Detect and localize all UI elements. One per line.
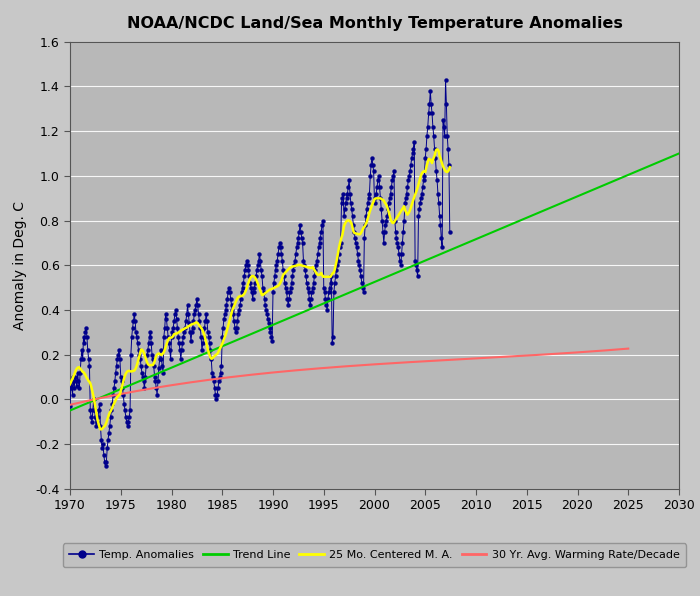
Legend: Temp. Anomalies, Trend Line, 25 Mo. Centered M. A., 30 Yr. Avg. Warming Rate/Dec: Temp. Anomalies, Trend Line, 25 Mo. Cent… — [62, 544, 687, 567]
Y-axis label: Anomaly in Deg. C: Anomaly in Deg. C — [13, 201, 27, 330]
Title: NOAA/NCDC Land/Sea Monthly Temperature Anomalies: NOAA/NCDC Land/Sea Monthly Temperature A… — [127, 16, 622, 31]
